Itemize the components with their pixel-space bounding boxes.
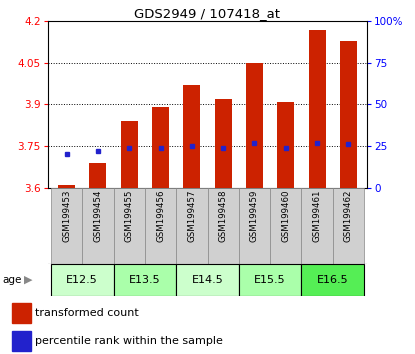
Bar: [308, 30, 326, 188]
Bar: [239, 264, 301, 296]
Bar: [215, 99, 232, 188]
Text: percentile rank within the sample: percentile rank within the sample: [35, 336, 223, 346]
Bar: [152, 107, 169, 188]
Text: E13.5: E13.5: [129, 275, 161, 285]
Bar: [208, 188, 239, 264]
Text: GSM199453: GSM199453: [62, 190, 71, 242]
Text: E15.5: E15.5: [254, 275, 286, 285]
Bar: [114, 188, 145, 264]
Text: ▶: ▶: [24, 275, 32, 285]
Bar: [301, 264, 364, 296]
Bar: [51, 264, 114, 296]
Bar: [277, 102, 294, 188]
Bar: [121, 121, 138, 188]
Text: age: age: [2, 275, 22, 285]
Bar: [246, 63, 263, 188]
Bar: [51, 188, 82, 264]
Text: E14.5: E14.5: [192, 275, 223, 285]
Bar: [301, 188, 333, 264]
Bar: [270, 188, 301, 264]
Text: GSM199454: GSM199454: [93, 190, 103, 242]
Bar: [183, 85, 200, 188]
Text: GSM199457: GSM199457: [187, 190, 196, 242]
Bar: [145, 188, 176, 264]
Text: GSM199461: GSM199461: [312, 190, 322, 242]
Bar: [340, 41, 357, 188]
Text: GSM199456: GSM199456: [156, 190, 165, 242]
Bar: [82, 188, 114, 264]
Text: GSM199455: GSM199455: [124, 190, 134, 242]
Bar: [12, 331, 31, 351]
Text: GSM199459: GSM199459: [250, 190, 259, 242]
Bar: [58, 185, 75, 188]
Text: GSM199460: GSM199460: [281, 190, 290, 242]
Bar: [176, 264, 239, 296]
Bar: [114, 264, 176, 296]
Bar: [89, 163, 107, 188]
Text: E16.5: E16.5: [317, 275, 349, 285]
Title: GDS2949 / 107418_at: GDS2949 / 107418_at: [134, 7, 281, 20]
Text: E12.5: E12.5: [66, 275, 98, 285]
Text: transformed count: transformed count: [35, 308, 139, 318]
Bar: [333, 188, 364, 264]
Bar: [176, 188, 208, 264]
Text: GSM199462: GSM199462: [344, 190, 353, 242]
Text: GSM199458: GSM199458: [219, 190, 228, 242]
Bar: [239, 188, 270, 264]
Bar: [12, 303, 31, 323]
